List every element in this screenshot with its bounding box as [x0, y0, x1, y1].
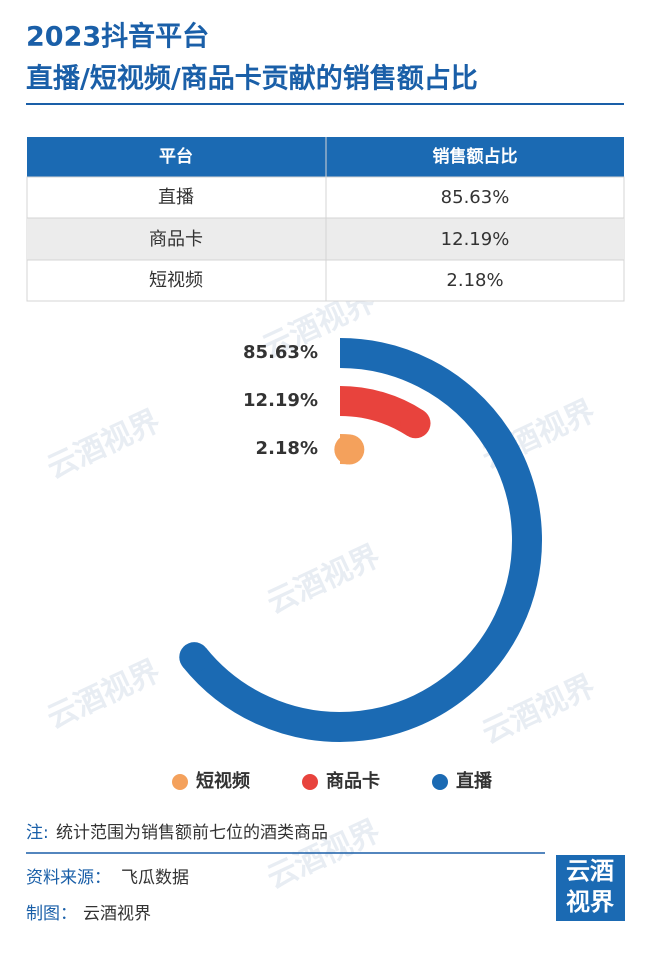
legend-label: 直播	[456, 770, 493, 792]
legend: 短视频 商品卡 直播	[172, 770, 493, 792]
note-label: 注:	[26, 823, 49, 843]
legend-swatch	[432, 774, 448, 790]
watermark: 云酒视界	[262, 539, 386, 621]
watermark: 云酒视界	[42, 404, 166, 486]
table-header-cell: 销售额占比	[433, 146, 518, 167]
legend-swatch	[172, 774, 188, 790]
value-label: 2.18%	[256, 438, 318, 459]
credit-label: 制图：	[26, 904, 77, 924]
logo-text: 视界	[566, 888, 614, 916]
note-text: 统计范围为销售额前七位的酒类商品	[56, 823, 328, 843]
value-label: 12.19%	[243, 390, 318, 411]
watermark: 云酒视界	[477, 669, 601, 751]
table-cell: 短视频	[149, 270, 203, 291]
table-cell: 85.63%	[441, 187, 510, 208]
radial-bar-cap	[334, 434, 365, 465]
radial-bar-cap	[400, 408, 431, 439]
source-label: 资料来源：	[26, 868, 111, 888]
title: 2023抖音平台	[26, 21, 209, 53]
value-label: 85.63%	[243, 342, 318, 363]
logo-text: 云酒	[566, 857, 614, 885]
radial-bar-cap	[179, 642, 210, 673]
logo	[556, 855, 625, 921]
legend-swatch	[302, 774, 318, 790]
table-cell: 商品卡	[149, 229, 203, 250]
legend-label: 商品卡	[326, 770, 380, 792]
legend-label: 短视频	[196, 770, 250, 792]
credit-text: 云酒视界	[83, 904, 151, 924]
radial-chart: 85.63% 12.19% 2.18%	[179, 338, 542, 742]
title: 直播/短视频/商品卡贡献的销售额占比	[26, 63, 478, 95]
table: 平台 销售额占比 直播 85.63% 商品卡 12.19% 短视频 2.18%	[26, 137, 625, 302]
table-cell: 2.18%	[446, 270, 503, 291]
table-cell: 12.19%	[441, 229, 510, 250]
source-text: 飞瓜数据	[121, 868, 189, 888]
radial-bar	[182, 338, 542, 742]
watermark: 云酒视界	[42, 654, 166, 736]
table-header-cell: 平台	[159, 146, 193, 167]
table-cell: 直播	[158, 187, 194, 208]
